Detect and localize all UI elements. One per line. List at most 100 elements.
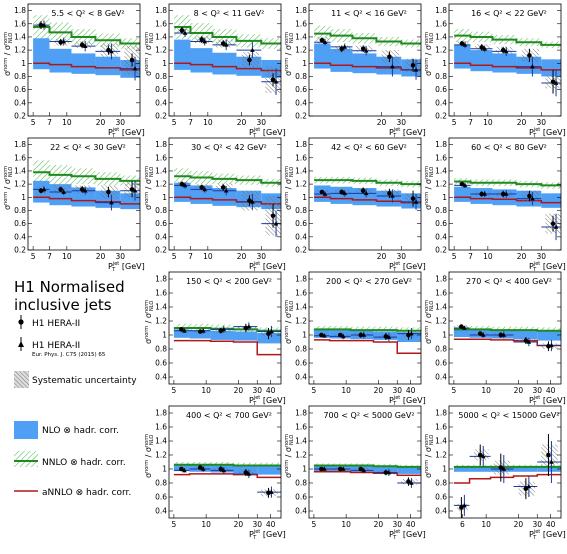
y-tick-label: 1 bbox=[442, 59, 447, 68]
nlo-band-bin bbox=[454, 44, 471, 69]
triangle-point bbox=[109, 200, 114, 205]
x-tick-label: 30 bbox=[537, 118, 547, 127]
panel-10: 0.4 0.6 0.8 1 1.2 1.4 1.6 1.8 5 10 20 30 40 200 < Q² … bbox=[284, 271, 426, 407]
nnlo-line bbox=[314, 32, 421, 45]
legend-reference: Eur. Phys. J. C75 (2015) 65 bbox=[32, 352, 106, 358]
nlo-band-bin bbox=[71, 53, 96, 74]
circle-point bbox=[197, 329, 203, 334]
panel-frame bbox=[168, 137, 282, 251]
triangle-point bbox=[501, 466, 507, 471]
circle-point bbox=[106, 189, 111, 195]
y-tick-label: 1.8 bbox=[435, 275, 447, 284]
triangle-point bbox=[182, 182, 188, 188]
x-tick-label: 20 bbox=[377, 252, 387, 261]
nlo-band-bin bbox=[330, 48, 353, 72]
circle-point bbox=[383, 470, 389, 475]
panel-2: 0.2 0.4 0.6 0.8 1 1.2 1.4 1.6 1.8 5 7 10 20 30 8 < Q² … bbox=[144, 3, 286, 139]
y-tick-label: 0.4 bbox=[435, 373, 447, 382]
triangle-point bbox=[363, 190, 369, 196]
panel-6: 0.2 0.4 0.6 0.8 1 1.2 1.4 1.6 1.8 5 7 10 20 30 30 < Q²… bbox=[144, 137, 286, 273]
triangle-point bbox=[250, 47, 255, 52]
y-tick-label: 0.2 bbox=[14, 112, 26, 121]
triangle-point bbox=[553, 224, 559, 229]
panel-title: 700 < Q² < 5000 GeV² bbox=[323, 411, 414, 420]
triangle-point bbox=[269, 329, 274, 334]
circle-point bbox=[179, 28, 185, 33]
circle-point bbox=[79, 42, 85, 48]
nlo-band-bin bbox=[210, 330, 234, 340]
annlo-line bbox=[33, 196, 140, 205]
y-tick-label: 1.6 bbox=[14, 153, 26, 162]
nlo-band-bin bbox=[397, 466, 421, 474]
y-tick-label: 1 bbox=[162, 193, 167, 202]
nnlo-line bbox=[313, 464, 421, 468]
nlo-band-bin bbox=[190, 48, 213, 73]
y-tick-label: 1.6 bbox=[435, 19, 447, 28]
y-tick-label: 0.8 bbox=[14, 206, 26, 215]
y-tick-label: 1.2 bbox=[295, 317, 307, 326]
x-axis-label: Pjet T [GeV] bbox=[529, 529, 566, 541]
y-tick-label: 1.8 bbox=[155, 275, 167, 284]
panel-title: 270 < Q² < 400 GeV² bbox=[466, 277, 552, 286]
y-tick-label: 1 bbox=[302, 465, 307, 474]
triangle-point bbox=[322, 39, 328, 45]
x-tick-label: 5 bbox=[172, 252, 177, 261]
y-tick-label: 0.2 bbox=[295, 246, 307, 255]
panel-title: 5.5 < Q² < 8 GeV² bbox=[51, 9, 124, 18]
legend-entry-annlo: aNNLO ⊗ hadr. corr. bbox=[14, 488, 131, 498]
triangle-point bbox=[132, 66, 138, 71]
y-tick-label: 0.2 bbox=[435, 246, 447, 255]
plot-area bbox=[173, 462, 281, 498]
circle-point bbox=[498, 465, 504, 470]
nnlo-line bbox=[33, 171, 140, 182]
x-tick-label: 20 bbox=[96, 252, 106, 261]
x-tick-label: 30 bbox=[392, 386, 402, 395]
panel-frame bbox=[308, 137, 422, 251]
x-tick-label: 5 bbox=[31, 118, 36, 127]
y-tick-label: 1.2 bbox=[435, 180, 447, 189]
y-tick-label: 1 bbox=[302, 193, 307, 202]
plot-area bbox=[174, 15, 281, 95]
triangle-point bbox=[363, 48, 369, 53]
y-axis-label: σnorm / σnormNLO bbox=[144, 434, 155, 478]
circle-point bbox=[459, 181, 465, 187]
panel-title: 200 < Q² < 270 GeV² bbox=[326, 277, 412, 286]
triangle-point bbox=[182, 467, 187, 473]
x-axis-label: Pjet T [GeV] bbox=[529, 395, 566, 407]
triangle-point bbox=[462, 182, 468, 188]
triangle-point bbox=[182, 328, 187, 333]
x-tick-label: 20 bbox=[374, 386, 384, 395]
triangle-point bbox=[530, 196, 535, 201]
legend-label-nlo: NLO ⊗ hadr. corr. bbox=[42, 426, 119, 436]
panel-frame bbox=[27, 137, 141, 251]
y-tick-label: 0.4 bbox=[155, 507, 167, 516]
y-axis-label: σnorm / σnormNLO bbox=[144, 166, 155, 210]
y-tick-label: 1 bbox=[162, 59, 167, 68]
triangle-point bbox=[273, 79, 279, 84]
y-tick-label: 0.4 bbox=[14, 98, 26, 107]
triangle-point bbox=[82, 43, 88, 48]
circle-point bbox=[106, 47, 111, 53]
legend-entry-nnlo: NNLO ⊗ hadr. corr. bbox=[14, 451, 126, 468]
circle-point bbox=[179, 327, 184, 332]
y-tick-label: 1.6 bbox=[155, 289, 167, 298]
x-tick-label: 10 bbox=[481, 386, 491, 395]
y-tick-label: 1.8 bbox=[155, 6, 167, 15]
nlo-band-bin bbox=[453, 466, 470, 472]
y-tick-label: 0.4 bbox=[14, 232, 26, 241]
panel-5: 0.2 0.4 0.6 0.8 1 1.2 1.4 1.6 1.8 5 7 10 20 30 22 < Q²… bbox=[3, 137, 145, 273]
panel-title: 150 < Q² < 200 GeV² bbox=[186, 277, 272, 286]
circle-point bbox=[58, 39, 64, 45]
y-tick-label: 1.6 bbox=[295, 289, 307, 298]
circle-point bbox=[406, 332, 411, 338]
x-tick-label: 40 bbox=[546, 386, 556, 395]
y-axis-label: σnorm / σnormNLO bbox=[424, 434, 435, 478]
panel-13: 0.4 0.6 0.8 1 1.2 1.4 1.6 1.8 5 10 20 30 40 700 < Q² … bbox=[284, 405, 426, 541]
triangle-point bbox=[530, 64, 535, 69]
x-axis-label: Pjet T [GeV] bbox=[108, 127, 145, 139]
plot-area bbox=[173, 322, 281, 356]
annlo-line bbox=[314, 62, 421, 71]
y-tick-label: 1.2 bbox=[295, 180, 307, 189]
panel-frame bbox=[168, 3, 282, 117]
y-tick-label: 1 bbox=[442, 331, 447, 340]
